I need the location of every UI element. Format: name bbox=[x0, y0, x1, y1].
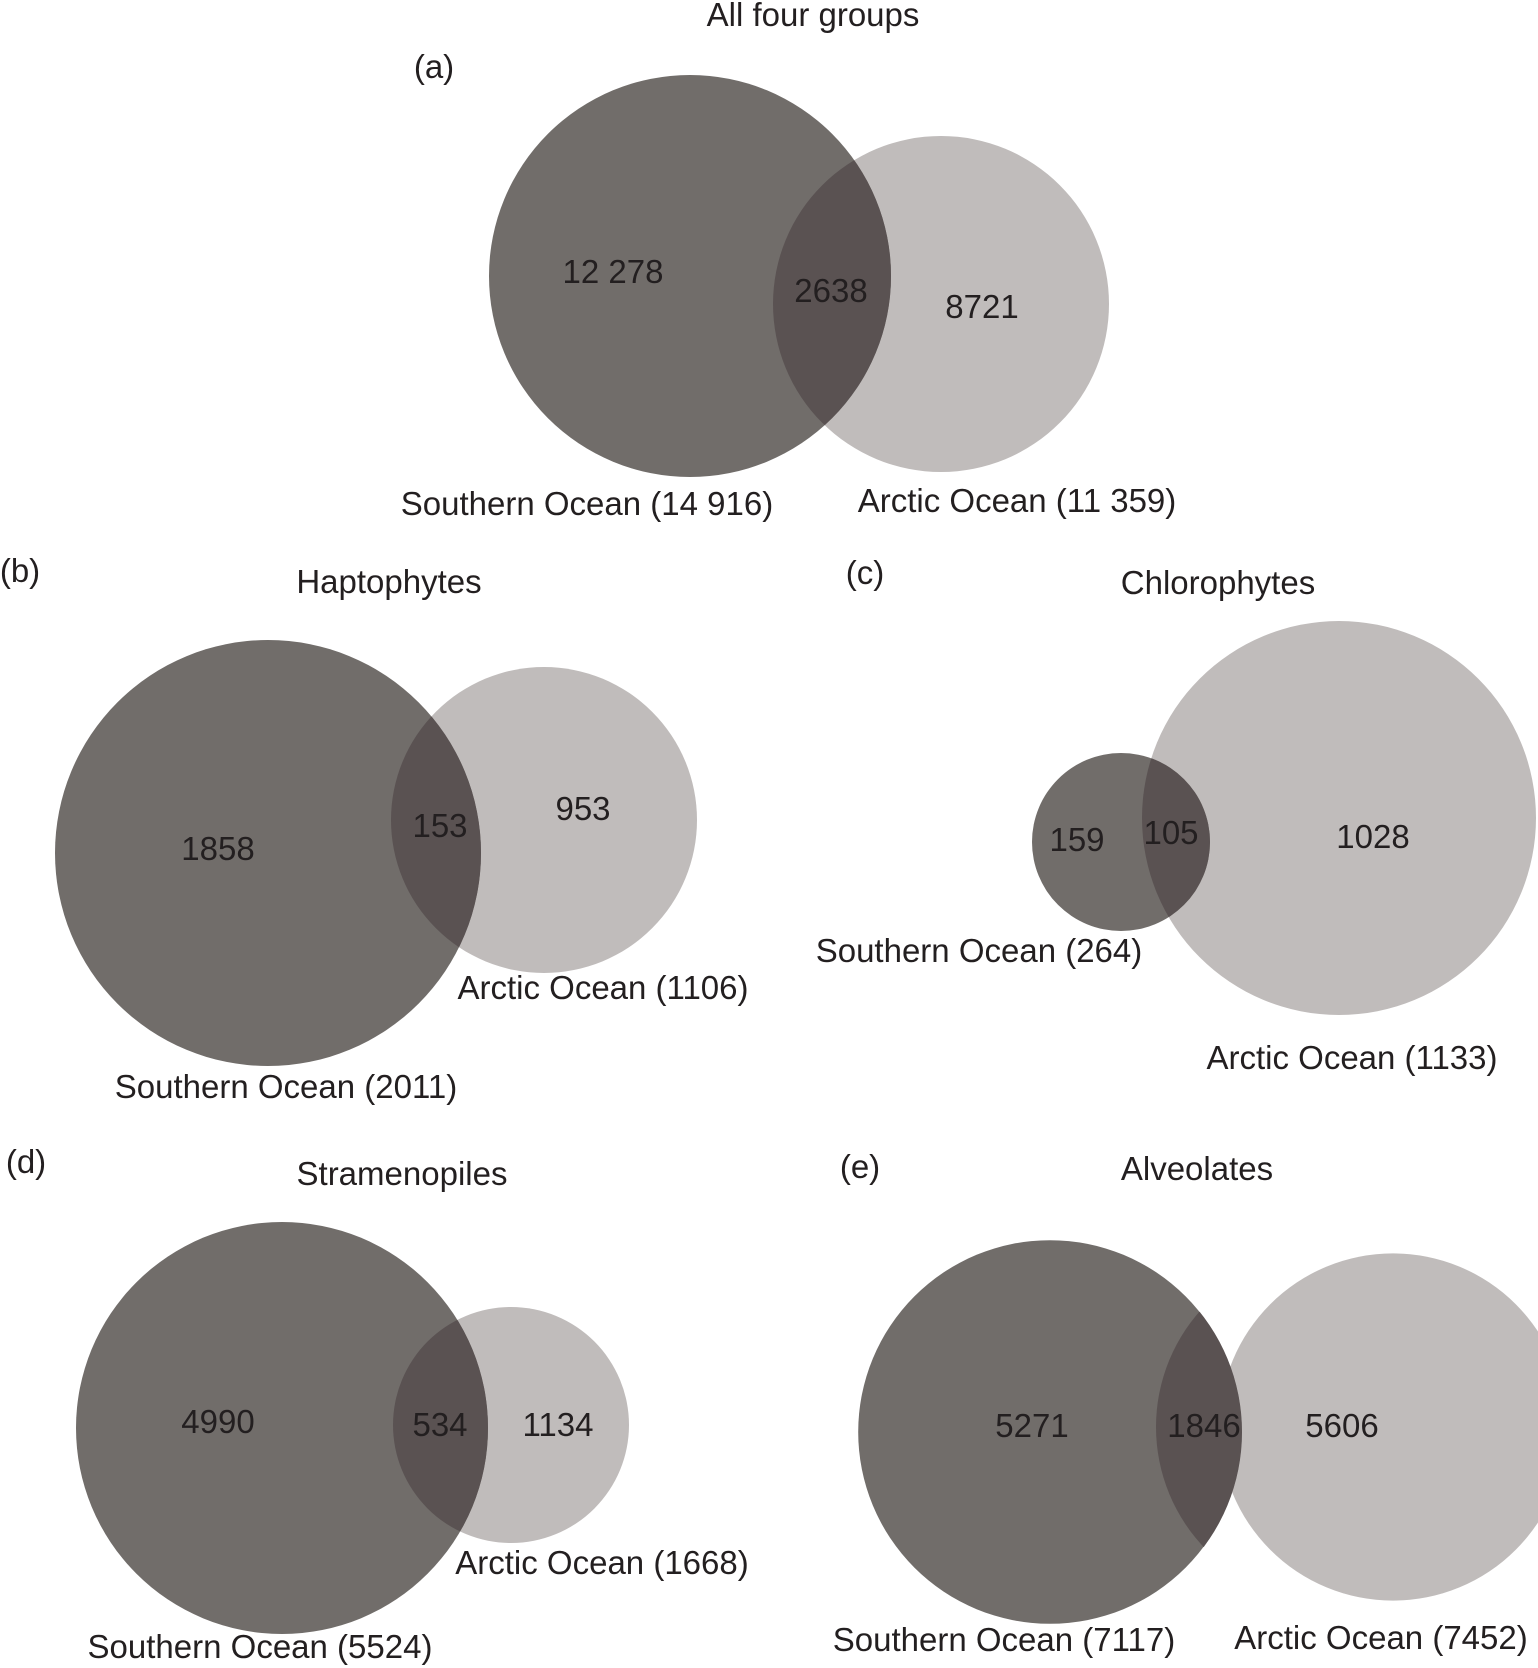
panel-a-title: All four groups bbox=[707, 0, 920, 33]
panel-e-southern-caption: Southern Ocean (7117) bbox=[833, 1621, 1175, 1658]
panel-e: (e) Alveolates 5271 1846 5606 Southern O… bbox=[833, 1148, 1538, 1658]
panel-d-label: (d) bbox=[6, 1143, 46, 1180]
panel-a-southern-unique: 12 278 bbox=[563, 253, 664, 290]
panel-b-southern-circle bbox=[55, 640, 481, 1066]
panel-c-southern-caption: Southern Ocean (264) bbox=[816, 932, 1143, 969]
panel-a-southern-caption: Southern Ocean (14 916) bbox=[401, 485, 773, 522]
panel-d-shared-count: 534 bbox=[412, 1406, 467, 1443]
panel-c-arctic-caption: Arctic Ocean (1133) bbox=[1206, 1039, 1497, 1076]
panel-a: All four groups (a) 12 278 2638 8721 Sou… bbox=[401, 0, 1176, 522]
panel-c-arctic-circle bbox=[1142, 621, 1536, 1015]
panel-b-southern-unique: 1858 bbox=[181, 830, 254, 867]
panel-e-southern-unique: 5271 bbox=[995, 1407, 1068, 1444]
panel-d-southern-caption: Southern Ocean (5524) bbox=[88, 1628, 433, 1665]
panel-c-shared-count: 105 bbox=[1143, 814, 1198, 851]
panel-d-title: Stramenopiles bbox=[297, 1155, 508, 1192]
panel-e-shared-count: 1846 bbox=[1167, 1407, 1240, 1444]
panel-d-arctic-caption: Arctic Ocean (1668) bbox=[455, 1544, 748, 1581]
panel-d: (d) Stramenopiles 4990 534 1134 Arctic O… bbox=[6, 1143, 749, 1665]
panel-d-southern-unique: 4990 bbox=[181, 1403, 254, 1440]
panel-e-arctic-unique: 5606 bbox=[1305, 1407, 1378, 1444]
panel-b-title: Haptophytes bbox=[296, 563, 481, 600]
panel-e-label: (e) bbox=[840, 1148, 880, 1185]
panel-c-title: Chlorophytes bbox=[1121, 564, 1315, 601]
panel-c-arctic-unique: 1028 bbox=[1336, 818, 1409, 855]
panel-e-arctic-circle bbox=[1219, 1253, 1538, 1601]
panel-c-southern-unique: 159 bbox=[1049, 821, 1104, 858]
panel-a-label: (a) bbox=[414, 48, 454, 85]
panel-c: (c) Chlorophytes 159 105 1028 Southern O… bbox=[816, 554, 1536, 1076]
panel-d-southern-circle bbox=[76, 1222, 488, 1634]
panel-e-southern-circle bbox=[858, 1240, 1242, 1624]
panel-e-title: Alveolates bbox=[1121, 1150, 1273, 1187]
panel-b-arctic-unique: 953 bbox=[555, 790, 610, 827]
panel-d-arctic-unique: 1134 bbox=[523, 1406, 594, 1443]
panel-b-arctic-caption: Arctic Ocean (1106) bbox=[457, 969, 748, 1006]
panel-a-arctic-caption: Arctic Ocean (11 359) bbox=[858, 482, 1177, 519]
panel-a-arctic-unique: 8721 bbox=[945, 288, 1018, 325]
panel-a-shared-count: 2638 bbox=[794, 272, 867, 309]
panel-c-label: (c) bbox=[846, 554, 884, 591]
panel-e-arctic-caption: Arctic Ocean (7452) bbox=[1234, 1619, 1527, 1656]
panel-c-overlap-region bbox=[1142, 753, 1210, 931]
panel-b-shared-count: 153 bbox=[412, 807, 467, 844]
panel-b-southern-caption: Southern Ocean (2011) bbox=[115, 1068, 457, 1105]
panel-b: (b) Haptophytes 1858 153 953 Arctic Ocea… bbox=[0, 552, 749, 1105]
panel-b-label: (b) bbox=[0, 552, 40, 589]
